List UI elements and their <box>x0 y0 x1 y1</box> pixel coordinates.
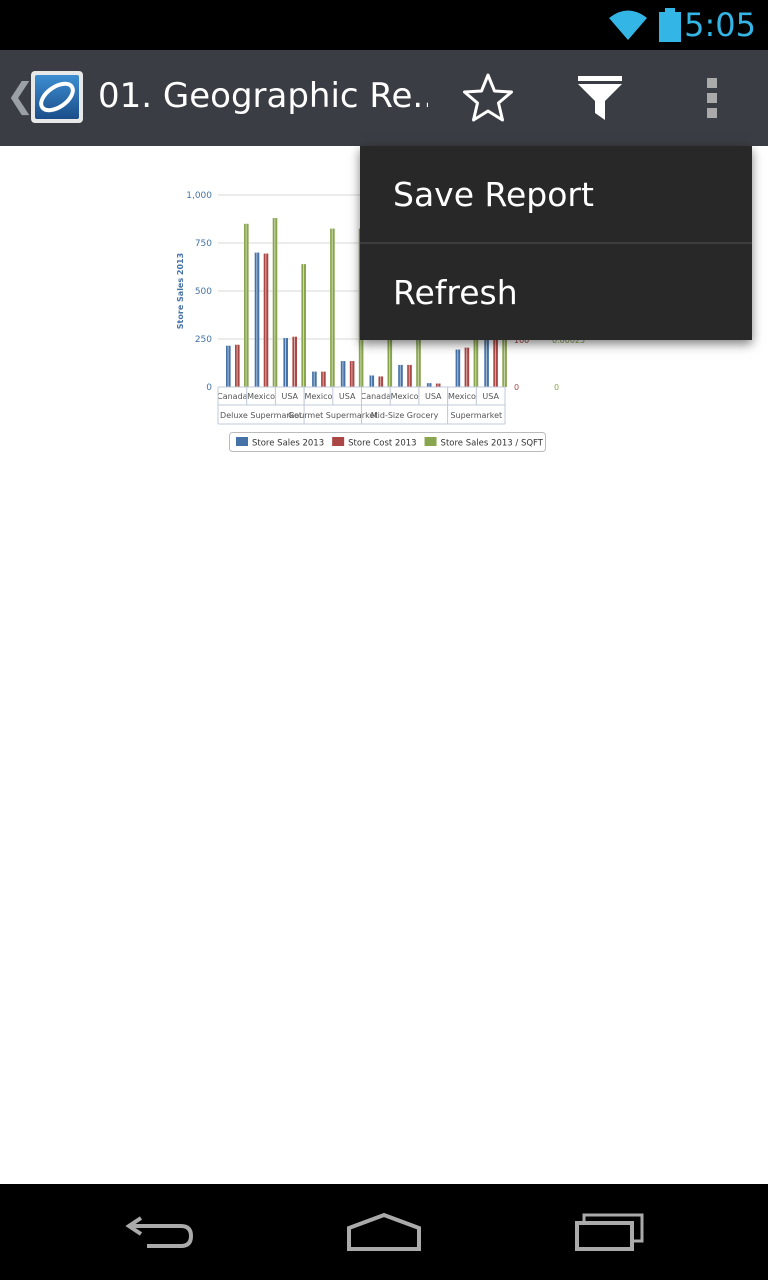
y-tick-label: 500 <box>195 287 212 297</box>
bar-highlight <box>485 333 487 387</box>
status-time: 5:05 <box>684 6 756 44</box>
more-vertical-icon <box>707 78 717 118</box>
bar-highlight <box>256 252 258 387</box>
app-logo-icon[interactable] <box>30 70 84 124</box>
page-title: 01. Geographic Re... <box>98 76 428 116</box>
y-tick-label: 1,000 <box>186 191 212 201</box>
up-caret-icon[interactable]: ❮ <box>6 76 35 116</box>
bar-highlight <box>503 302 505 387</box>
bar-highlight <box>331 228 333 387</box>
y-axis-title: Store Sales 2013 <box>176 253 185 329</box>
menu-item-refresh[interactable]: Refresh <box>393 272 518 312</box>
bar-highlight <box>285 338 287 387</box>
bar-highlight <box>399 364 401 387</box>
legend-swatch <box>236 437 248 446</box>
home-button[interactable] <box>304 1184 464 1280</box>
back-button[interactable] <box>80 1184 240 1280</box>
bar-highlight <box>227 345 229 387</box>
overflow-menu-button[interactable] <box>664 50 760 146</box>
legend-swatch <box>332 437 345 446</box>
x-tick-label: USA <box>339 392 356 401</box>
bar-highlight <box>236 344 238 387</box>
star-icon <box>463 73 513 122</box>
group-label: Deluxe Supermarket <box>220 411 302 420</box>
x-tick-label: USA <box>425 392 442 401</box>
navigation-bar <box>0 1184 768 1280</box>
legend-swatch <box>424 437 437 446</box>
menu-item-save-report[interactable]: Save Report <box>393 174 594 214</box>
bar-highlight <box>408 364 410 387</box>
bar-highlight <box>475 317 477 387</box>
x-tick-label: Canada <box>217 392 248 401</box>
bar-highlight <box>494 332 496 387</box>
x-tick-label: Mexico <box>304 392 332 401</box>
filter-icon <box>578 76 622 120</box>
bar-highlight <box>274 218 276 387</box>
x-tick-label: Mexico <box>448 392 476 401</box>
bar-highlight <box>303 264 305 387</box>
y-tick-label: 250 <box>195 335 212 345</box>
bar-highlight <box>265 253 267 387</box>
x-tick-label: Canada <box>361 392 392 401</box>
x-tick-label: Mexico <box>391 392 419 401</box>
legend-label: Store Cost 2013 <box>348 439 416 449</box>
bar-highlight <box>428 383 430 387</box>
legend-label: Store Sales 2013 <box>252 439 324 449</box>
status-bar: 5:05 <box>0 0 768 50</box>
bar-highlight <box>437 383 439 387</box>
battery-icon <box>659 8 681 42</box>
menu-divider <box>360 242 752 244</box>
bar-highlight <box>351 361 353 387</box>
recent-apps-button[interactable] <box>530 1184 690 1280</box>
chart-legend <box>229 432 546 452</box>
x-tick-label: USA <box>482 392 499 401</box>
legend-label: Store Sales 2013 / SQFT <box>441 439 544 449</box>
filter-button[interactable] <box>552 50 648 146</box>
y-tick-label: 750 <box>195 239 212 249</box>
secondary-axis-label: 100 <box>514 336 529 345</box>
bar-highlight <box>417 323 419 387</box>
bar-highlight <box>245 223 247 387</box>
secondary-axis-label: 0 <box>514 383 519 392</box>
secondary-axis-label: 0.00025 <box>552 336 585 345</box>
group-label: Mid-Size Grocery <box>371 411 439 420</box>
x-tick-label: USA <box>281 392 298 401</box>
x-tick-label: Mexico <box>247 392 275 401</box>
home-icon <box>347 1212 421 1251</box>
bar-highlight <box>371 375 373 387</box>
favorite-button[interactable] <box>440 50 536 146</box>
y-tick-label: 0 <box>206 383 212 393</box>
bar-highlight <box>389 327 391 387</box>
group-label: Supermarket <box>450 411 502 420</box>
bar-highlight <box>466 347 468 387</box>
bar-highlight <box>294 336 296 387</box>
bar-highlight <box>380 376 382 387</box>
back-icon <box>125 1216 194 1248</box>
wifi-icon <box>609 10 647 40</box>
secondary-axis-label: 0 <box>554 383 559 392</box>
bar-highlight <box>342 361 344 387</box>
group-label: Gourmet Supermarket <box>288 411 377 420</box>
action-bar: ❮ 01. Geographic Re... <box>0 50 768 146</box>
bar-highlight <box>457 349 459 387</box>
bar-highlight <box>322 371 324 387</box>
recent-apps-icon <box>575 1213 644 1251</box>
overflow-menu: Save Report Refresh <box>360 146 752 340</box>
bar-highlight <box>313 371 315 387</box>
